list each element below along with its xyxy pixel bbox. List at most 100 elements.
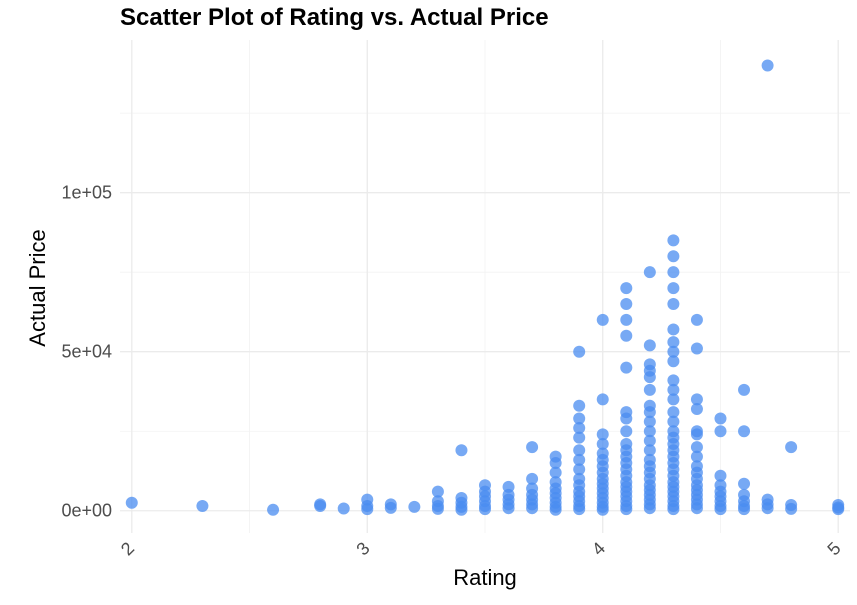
data-point [526,472,539,485]
data-point [667,282,680,295]
data-point [620,412,633,425]
data-point [620,361,633,374]
data-point [690,450,703,463]
data-point [643,444,656,457]
x-tick-label: 5 [823,538,844,559]
data-point [573,453,586,466]
data-point [384,501,397,514]
y-tick-label: 0e+00 [61,501,112,521]
y-axis-ticks: 0e+00 5e+04 1e+05 [61,183,112,521]
data-point [431,485,444,498]
data-point [267,503,280,516]
data-point [690,393,703,406]
data-point [667,234,680,247]
data-point [690,441,703,454]
data-point [690,428,703,441]
data-point [620,282,633,295]
data-point [785,502,798,515]
data-point [832,503,845,516]
data-point [667,406,680,419]
y-axis-label: Actual Price [25,229,50,346]
data-point [620,425,633,438]
y-tick-label: 5e+04 [61,342,112,362]
data-point [643,371,656,384]
data-point [125,496,138,509]
data-point [643,415,656,428]
x-tick-label: 3 [352,538,373,559]
data-point [667,266,680,279]
data-point [690,313,703,326]
data-point [596,503,609,516]
data-point [667,393,680,406]
data-point [690,402,703,415]
data-point [620,297,633,310]
data-point [408,500,421,513]
data-point [573,422,586,435]
data-point [620,313,633,326]
data-point [643,425,656,438]
data-point [361,503,374,516]
data-point [643,339,656,352]
data-point [337,502,350,515]
x-tick-label: 4 [588,538,609,559]
data-point [620,329,633,342]
data-point [455,444,468,457]
data-point [714,503,727,516]
data-point [738,477,751,490]
data-point [667,374,680,387]
data-point [549,457,562,470]
data-point [667,345,680,358]
data-point [667,415,680,428]
data-point [455,503,468,516]
data-point [549,503,562,516]
data-point [667,336,680,349]
data-point [738,425,751,438]
data-point [431,502,444,515]
data-point [573,431,586,444]
x-axis-ticks: 2 3 4 5 [117,538,845,559]
data-point [526,441,539,454]
data-point [667,503,680,516]
x-tick-label: 2 [117,538,138,559]
data-point [526,502,539,515]
data-point [714,469,727,482]
data-point [502,502,515,515]
chart-title: Scatter Plot of Rating vs. Actual Price [120,4,549,31]
data-point [738,383,751,396]
y-tick-label: 1e+05 [61,183,112,203]
data-point [573,412,586,425]
data-point [643,266,656,279]
data-point [714,425,727,438]
data-point [738,503,751,516]
data-point [643,502,656,515]
data-point [667,250,680,263]
data-point [643,406,656,419]
data-point [314,499,327,512]
data-point [573,399,586,412]
data-point [479,503,491,516]
data-point [549,466,562,479]
data-point [667,383,680,396]
data-point [690,342,703,355]
data-point [620,503,633,516]
data-point [573,463,586,476]
data-point [573,345,586,358]
data-point [596,428,609,441]
data-point [690,502,703,515]
data-point [667,355,680,368]
data-point [667,297,680,310]
data-point [573,503,586,516]
data-point [596,437,609,450]
data-points [125,59,845,516]
data-point [785,441,798,454]
data-point [667,323,680,336]
grid-minor [120,40,850,533]
data-point [596,313,609,326]
x-axis-label: Rating [453,565,517,590]
data-point [573,444,586,457]
data-point [761,59,774,72]
data-point [714,412,727,425]
data-point [643,383,656,396]
data-point [761,502,774,515]
